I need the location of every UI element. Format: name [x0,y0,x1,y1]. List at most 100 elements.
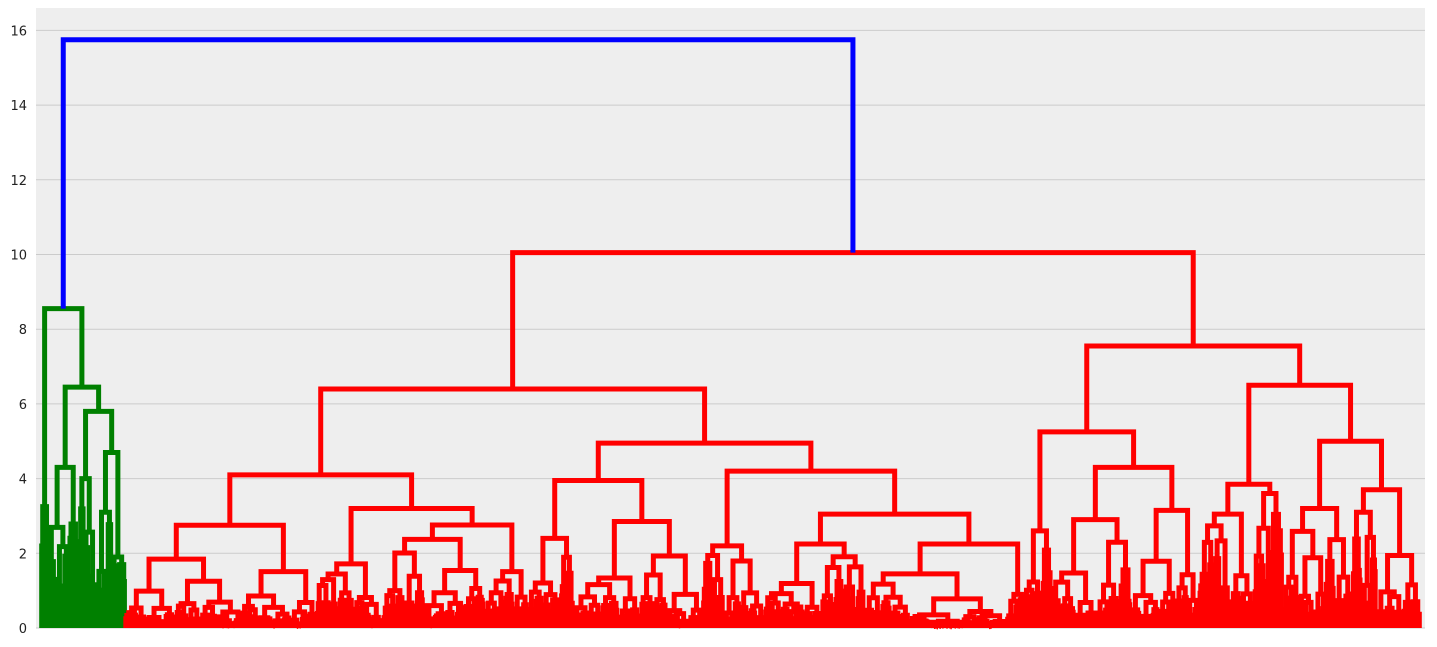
dendrogram-link [1352,536,1361,574]
dendrogram-link [1234,595,1242,628]
dendrogram-link [1327,537,1346,578]
dendrogram-link [654,597,666,608]
dendrogram-link [532,580,554,595]
dendrogram-link [514,594,528,609]
dendrogram-link [1233,573,1250,594]
dendrogram-link [824,565,842,596]
dendrogram-link [329,601,338,617]
dendrogram-link [1369,557,1377,628]
dendrogram-link [99,509,112,572]
dendrogram-link [969,620,979,626]
dendrogram-link [961,617,970,628]
dendrogram-link [1225,481,1273,515]
dendrogram-link [1384,605,1395,617]
dendrogram-link [1334,598,1344,616]
dendrogram-link [678,618,689,625]
dendrogram-link [164,612,174,618]
dendrogram-link [856,589,866,611]
y-tick-label: 10 [10,249,27,264]
dendrogram-link [465,596,478,607]
dendrogram-link [881,600,891,609]
dendrogram-link [421,607,432,619]
y-tick-label: 16 [10,24,27,39]
dendrogram-link [448,615,457,623]
dendrogram-link [778,581,815,608]
dendrogram-link [83,529,96,585]
dendrogram-link [1023,587,1035,599]
dendrogram-link [216,614,230,621]
dendrogram-link [741,590,760,608]
dendrogram-link [730,558,753,598]
dendrogram-link [703,560,713,594]
dendrogram-link [1401,608,1410,628]
dendrogram-link [1410,599,1421,615]
dendrogram-link [431,590,458,606]
dendrogram-link [356,595,374,605]
dendrogram-link [344,597,354,610]
dendrogram-link [1378,589,1397,612]
dendrogram-link [1213,556,1222,597]
dendrogram-link [129,605,144,618]
dendrogram-link [1387,594,1402,613]
dendrogram-link [847,607,858,619]
dendrogram-link [1313,609,1323,619]
dendrogram-link [504,591,514,605]
dendrogram-link [1312,616,1320,628]
dendrogram-link [1187,597,1199,616]
y-tick-label: 0 [19,622,27,637]
dendrogram-link [1227,603,1235,628]
dendrogram-link [664,612,673,622]
dendrogram-link [552,477,645,539]
dendrogram-link [102,449,121,558]
y-tick-label: 14 [10,99,27,114]
dendrogram-link [46,559,56,588]
dendrogram-link [408,603,416,618]
y-axis-ticks: 0 2 4 6 8 10 12 14 16 [10,24,27,637]
dendrogram-link [619,608,631,618]
dendrogram-link [748,608,757,614]
dendrogram-link [485,600,497,612]
dendrogram-link [95,587,103,608]
dendrogram-link [276,620,285,626]
dendrogram-link [68,521,78,577]
dendrogram-link [1201,539,1214,575]
dendrogram-link [527,606,536,620]
dendrogram-link [291,609,308,621]
dendrogram-link [225,621,234,627]
dendrogram-link [1144,618,1154,625]
dendrogram-link [980,618,990,625]
dendrogram-link [403,600,415,614]
dendrogram-link [992,618,1007,624]
dendrogram-link [60,37,856,309]
dendrogram-link [1336,574,1351,601]
dendrogram-link [1300,505,1340,540]
dendrogram-link [765,595,778,610]
dendrogram-link [133,588,165,609]
y-tick-label: 8 [19,323,27,338]
dendrogram-link [289,617,300,624]
dendrogram-link [580,610,590,616]
dendrogram-link [1074,612,1087,620]
dendrogram-link [617,614,627,622]
dendrogram-link [202,604,216,617]
dendrogram-link [83,408,115,479]
dendrogram-link [913,620,922,626]
dendrogram-link [1239,607,1248,613]
dendrogram-link [88,582,97,593]
dendrogram-link [935,618,960,624]
dendrogram-link [184,578,223,604]
dendrogram-link [802,611,813,619]
dendrogram-link [1059,570,1089,603]
dendrogram-link [483,608,494,617]
dendrogram-link [388,603,397,618]
dendrogram-link [96,568,107,602]
dendrogram-link [1270,511,1281,553]
dendrogram-link [406,573,423,603]
dendrogram-link [117,562,127,582]
dendrogram-link [1307,611,1315,619]
dendrogram-link [917,541,1021,595]
dendrogram-link [364,601,379,618]
dendrogram-link [791,604,804,613]
dendrogram-link [1037,429,1137,531]
dendrogram-link [666,608,683,615]
